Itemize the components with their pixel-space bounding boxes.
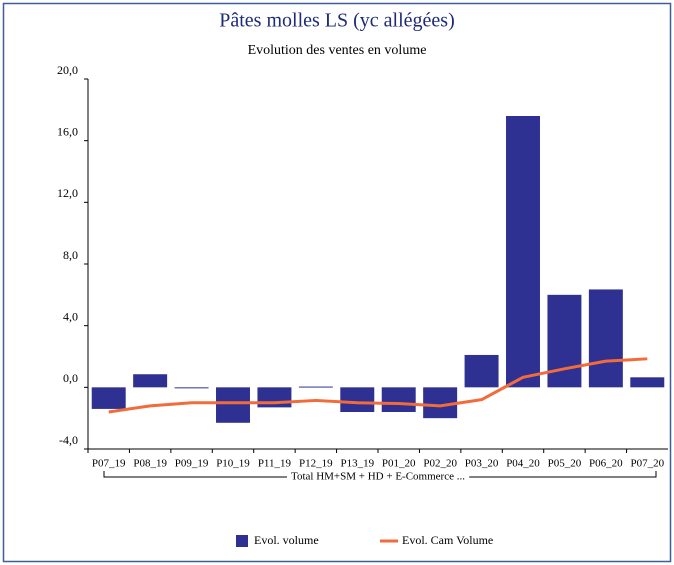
chart-title: Pâtes molles LS (yc allégées) [219, 10, 455, 32]
x-tick-label: P12_19 [299, 458, 333, 470]
group-label-bg [287, 470, 470, 483]
x-tick-label: P13_19 [340, 458, 374, 470]
x-tick-label: P06_20 [589, 458, 623, 470]
x-tick-label: P04_20 [506, 458, 540, 470]
x-tick-label: P07_19 [92, 458, 126, 470]
bar [464, 354, 499, 388]
bar [588, 289, 623, 388]
bar [547, 294, 582, 388]
legend-label: Evol. volume [254, 533, 319, 547]
y-tick-label: 16,0 [57, 124, 78, 138]
y-tick-label: 8,0 [63, 248, 78, 262]
bar [340, 387, 375, 412]
x-tick-label: P07_20 [630, 458, 664, 470]
group-label: Total HM+SM + HD + E-Commerce ... [291, 471, 465, 483]
bar [257, 387, 292, 408]
y-tick-label: 12,0 [57, 186, 78, 200]
x-tick-label: P10_19 [216, 458, 250, 470]
bar [91, 387, 126, 409]
bar [298, 386, 333, 388]
line [108, 357, 648, 414]
x-tick-label: P01_20 [382, 458, 416, 470]
bar [506, 116, 540, 388]
chart-subtitle: Evolution des ventes en volume [248, 43, 427, 58]
legend-swatch [236, 535, 248, 547]
bar [133, 374, 168, 388]
y-tick-label: 20,0 [57, 63, 78, 77]
x-tick-label: P09_19 [175, 458, 209, 470]
x-tick-label: P05_20 [548, 458, 582, 470]
x-tick-label: P11_19 [258, 458, 292, 470]
y-tick-label: -4,0 [59, 433, 78, 447]
bar [381, 387, 416, 412]
bar [174, 387, 209, 389]
x-tick-label: P03_20 [465, 458, 499, 470]
bar [630, 377, 665, 388]
x-tick-label: P02_20 [423, 458, 457, 470]
y-tick-label: 0,0 [63, 371, 78, 385]
x-tick-label: P08_19 [133, 458, 167, 470]
legend-label: Evol. Cam Volume [402, 533, 493, 547]
y-tick-label: 4,0 [63, 309, 78, 323]
bar [216, 387, 250, 423]
